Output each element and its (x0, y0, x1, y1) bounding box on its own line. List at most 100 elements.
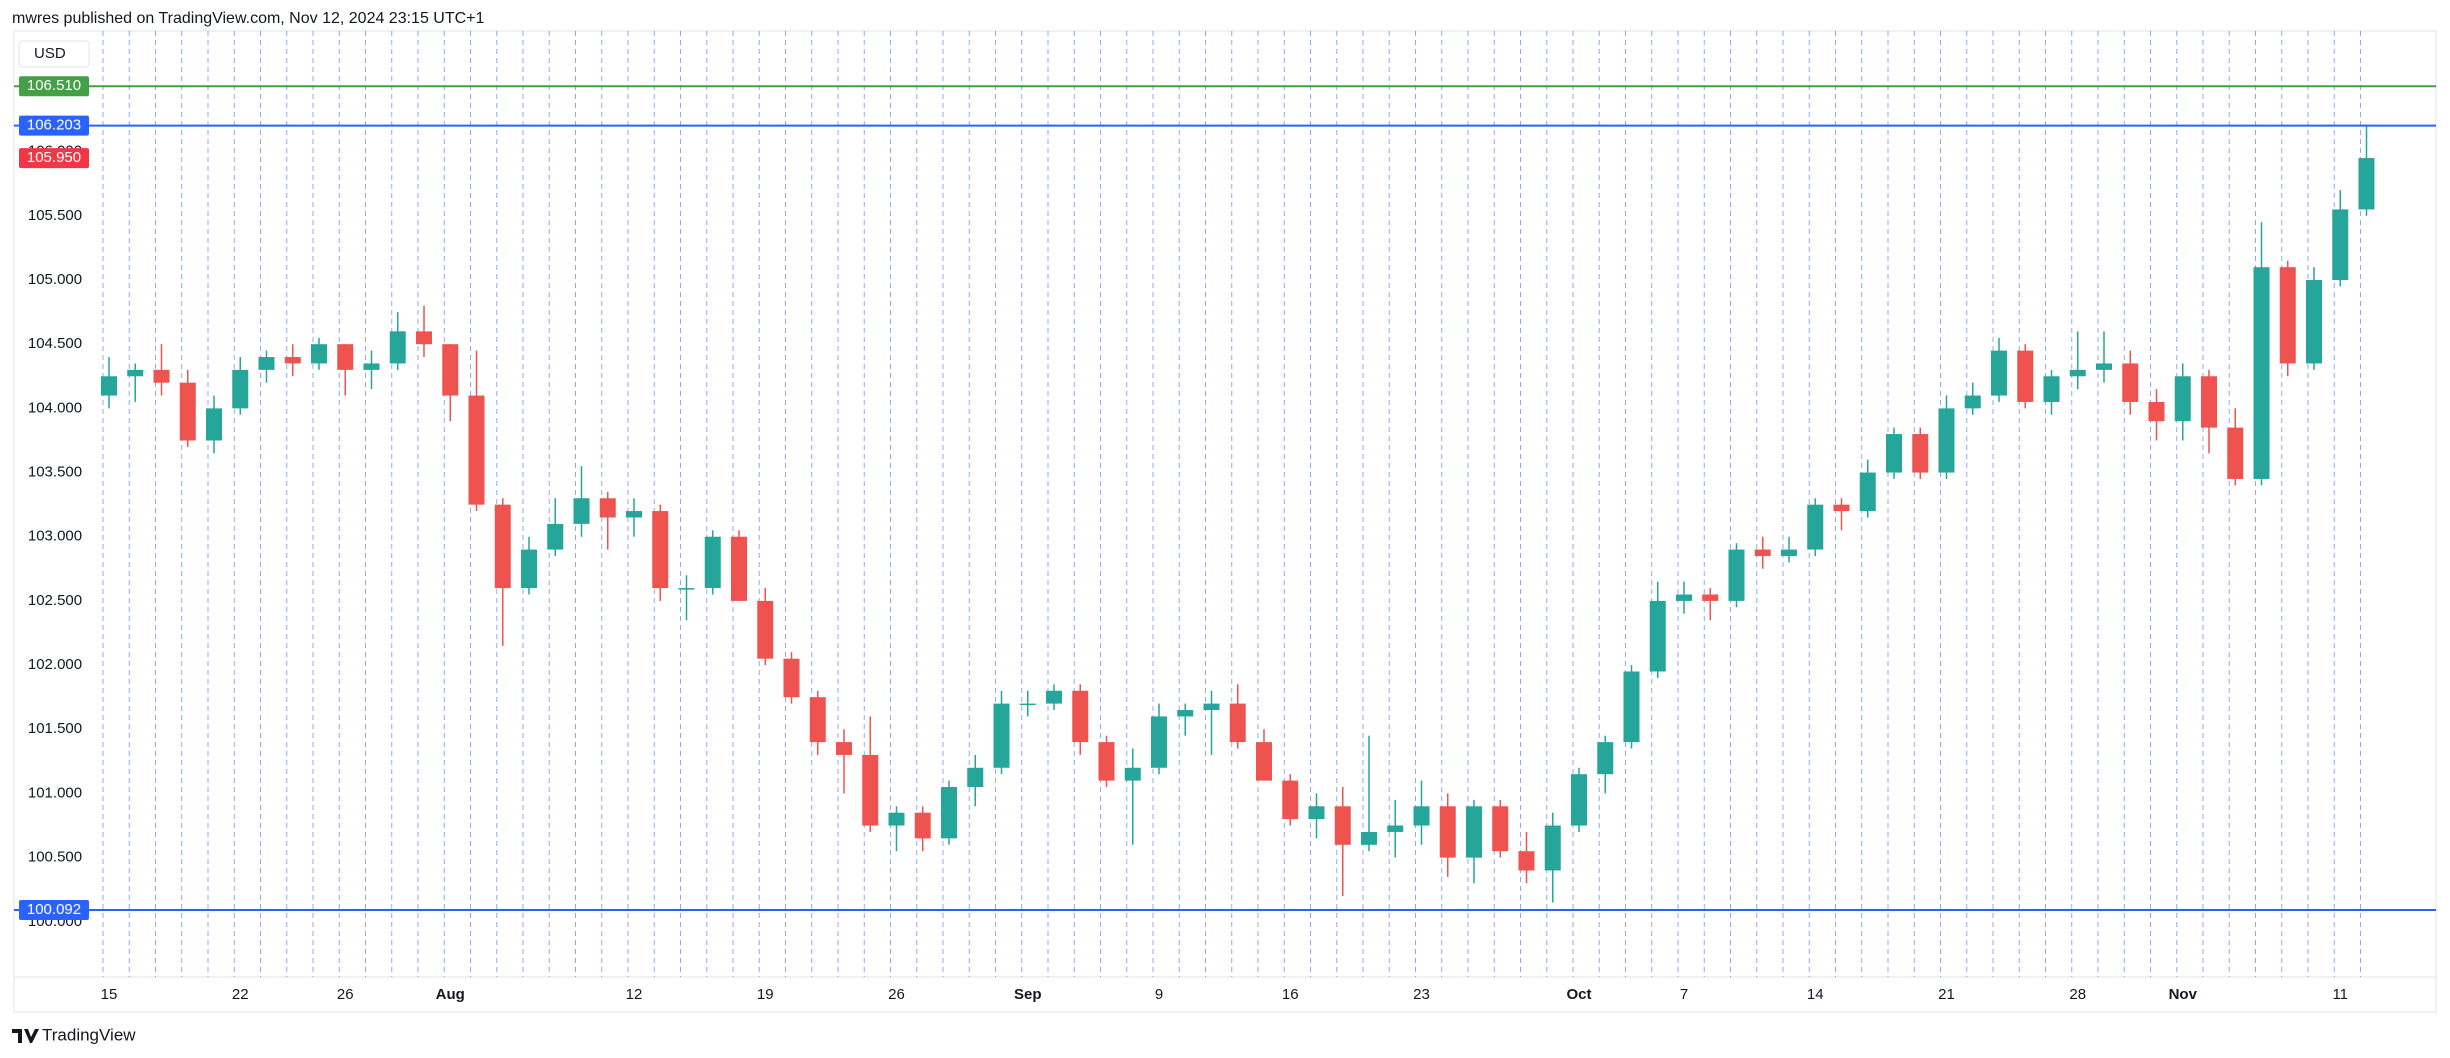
y-tick-label: 104.500 (28, 335, 82, 352)
x-tick-label: 7 (1680, 986, 1688, 1003)
candle-body (1203, 703, 1220, 711)
candle-body (783, 658, 800, 698)
currency-box (18, 40, 90, 68)
candle-body (1754, 549, 1771, 556)
y-tick-label: 100.500 (28, 849, 82, 866)
x-tick-label: 22 (232, 986, 249, 1003)
candle-body (809, 697, 826, 743)
candle-body (1597, 742, 1614, 775)
candle-body (1046, 690, 1062, 704)
candle-body (389, 331, 406, 364)
candle-body (888, 812, 905, 826)
candle-body (1859, 472, 1876, 512)
candle-body (1571, 774, 1587, 826)
candle-body (1886, 434, 1902, 473)
candle-body (1466, 806, 1482, 858)
candle-body (311, 344, 327, 364)
candle-body (2043, 376, 2060, 402)
x-tick-label: Nov (2169, 986, 2198, 1003)
candle-body (626, 511, 642, 518)
chart-frame (13, 30, 2437, 1013)
currency-label: USD (34, 45, 66, 62)
candle-body (1361, 831, 1377, 845)
candle-body (101, 376, 117, 396)
candle-body (2017, 350, 2034, 402)
candle-body (757, 600, 774, 659)
candle-body (258, 357, 275, 370)
candle-body (127, 369, 144, 377)
y-tick-label: 103.500 (28, 464, 82, 481)
candle-body (599, 498, 616, 518)
candle-body (1177, 710, 1194, 717)
candle-body (1807, 504, 1824, 550)
x-tick-label: Oct (1566, 986, 1591, 1003)
candle-body (1781, 549, 1797, 556)
y-tick-label: 104.000 (28, 399, 82, 416)
last-price-tag (19, 148, 89, 169)
price-level-tag (19, 115, 89, 136)
candle-body (1991, 350, 2007, 396)
x-tick-label: 12 (626, 986, 643, 1003)
x-tick-label: Sep (1014, 986, 1042, 1003)
y-tick-label: 102.500 (28, 592, 82, 609)
candle-body (416, 331, 432, 345)
candle-body (1098, 742, 1115, 781)
x-tick-label: 9 (1155, 986, 1163, 1003)
candle-body (1912, 434, 1929, 473)
candle-body (678, 588, 695, 590)
candle-body (2253, 267, 2270, 479)
candle-body (652, 511, 669, 589)
candle-body (2122, 363, 2139, 402)
candle-body (573, 498, 590, 524)
candle-body (2306, 280, 2322, 364)
candle-body (179, 382, 196, 441)
candle-body (1151, 716, 1167, 768)
x-tick-label: Aug (436, 986, 465, 1003)
candle-body (1544, 825, 1561, 871)
candle-body (2358, 158, 2375, 210)
candle-body (363, 363, 380, 370)
candle-body (836, 742, 852, 755)
price-level-label: 100.092 (27, 901, 81, 918)
y-tick-label: 105.000 (28, 271, 82, 288)
candle-body (1282, 780, 1299, 820)
candle-body (1728, 549, 1745, 601)
candle-body (941, 787, 957, 839)
candle-body (2096, 363, 2112, 370)
candle-body (914, 812, 931, 839)
candle-body (1256, 742, 1272, 781)
y-tick-label: 101.500 (28, 720, 82, 737)
candle-body (1019, 703, 1036, 706)
candle-body (1964, 395, 1981, 409)
candle-body (1676, 594, 1692, 601)
candle-body (967, 767, 984, 788)
price-level-tag (19, 76, 89, 97)
candle-body (1387, 825, 1404, 832)
candle-body (1308, 806, 1325, 820)
publish-header: mwres published on TradingView.com, Nov … (12, 10, 485, 27)
candle-body (2227, 427, 2244, 479)
candle-body (1833, 504, 1850, 512)
candle-body (2332, 209, 2349, 281)
x-tick-label: 11 (2332, 986, 2348, 1003)
x-tick-label: 14 (1807, 986, 1824, 1003)
candle-body (284, 357, 301, 364)
y-tick-label: 105.500 (28, 207, 82, 224)
candle-body (993, 703, 1010, 768)
y-tick-label: 102.000 (28, 656, 82, 673)
candle-body (206, 408, 222, 441)
candle-body (704, 536, 721, 589)
candle-body (2174, 376, 2191, 422)
candle-body (153, 369, 170, 383)
candle-body (1649, 600, 1666, 672)
candle-body (1439, 806, 1456, 858)
last-price-label: 105.950 (27, 149, 81, 166)
price-level-label: 106.510 (27, 77, 81, 94)
candle-body (1492, 806, 1509, 852)
x-tick-label: 16 (1282, 986, 1299, 1003)
x-tick-label: 19 (757, 986, 774, 1003)
candle-body (1413, 806, 1430, 826)
candle-body (2148, 401, 2165, 422)
candle-body (337, 344, 354, 370)
